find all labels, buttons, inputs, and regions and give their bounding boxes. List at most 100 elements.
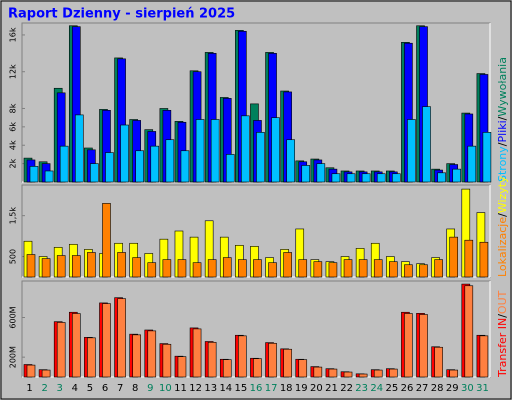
- bar: [74, 114, 84, 183]
- bar: [373, 369, 383, 378]
- legend: Transfer IN/OUT: [496, 290, 509, 378]
- bar: [238, 259, 247, 278]
- legend-entry: OUT: [496, 290, 509, 314]
- legend-sep: /: [496, 142, 509, 146]
- y-tick-label: 500: [9, 249, 18, 264]
- bar: [241, 115, 250, 183]
- y-tick-label: 8k: [9, 103, 18, 113]
- y-tick-label: 16k: [9, 27, 18, 42]
- x-tick-label: 14: [219, 383, 232, 394]
- y-tick-label: 2k: [9, 158, 18, 168]
- bar: [192, 328, 202, 378]
- x-tick-label: 20: [310, 383, 323, 394]
- bar: [389, 368, 398, 378]
- bar: [102, 303, 111, 378]
- bar: [316, 163, 326, 183]
- x-tick-label: 2: [41, 383, 47, 394]
- bar: [132, 257, 141, 278]
- bar: [195, 119, 205, 183]
- bar: [298, 259, 308, 278]
- x-tick-label: 8: [132, 383, 138, 394]
- bar: [419, 264, 428, 278]
- bar: [331, 173, 341, 183]
- bar: [71, 255, 81, 278]
- bar: [437, 172, 446, 183]
- x-tick-label: 25: [386, 383, 399, 394]
- bar: [147, 330, 157, 378]
- bar: [87, 252, 96, 278]
- y-tick-label: 1,5k: [9, 207, 18, 225]
- bar: [44, 170, 54, 183]
- legend-sep: /: [496, 213, 509, 217]
- x-tick-label: 9: [147, 383, 153, 394]
- bar: [479, 335, 489, 378]
- x-tick-label: 12: [189, 383, 202, 394]
- bar: [373, 259, 383, 278]
- bar: [419, 314, 428, 378]
- x-tick-label: 13: [204, 383, 217, 394]
- x-tick-label: 10: [159, 383, 172, 394]
- bar: [301, 165, 311, 183]
- y-tick-label: 600M: [9, 306, 18, 328]
- bar: [464, 285, 474, 378]
- x-tick-label: 21: [325, 383, 338, 394]
- x-tick-label: 16: [250, 383, 263, 394]
- bar: [283, 252, 292, 278]
- legend-sep: /: [496, 116, 509, 120]
- bar: [41, 258, 51, 278]
- bar: [105, 152, 114, 183]
- x-tick-label: 15: [235, 383, 248, 394]
- bar: [238, 335, 247, 378]
- bar: [482, 132, 492, 183]
- bar: [271, 117, 280, 183]
- legend-entry: Wizyty: [496, 176, 509, 213]
- bar: [404, 313, 413, 378]
- bar: [135, 150, 144, 183]
- bar: [117, 298, 126, 378]
- y-tick-label: 200M: [9, 346, 18, 368]
- bar: [150, 145, 160, 183]
- x-tick-label: 26: [401, 383, 414, 394]
- x-tick-label: 28: [431, 383, 444, 394]
- bar: [162, 259, 172, 278]
- bar: [286, 139, 295, 183]
- bar: [165, 139, 175, 183]
- bar: [404, 264, 413, 278]
- bar: [192, 262, 202, 278]
- x-tick-label: 3: [57, 383, 63, 394]
- bar: [434, 259, 443, 278]
- bar: [180, 150, 190, 183]
- bar: [29, 166, 39, 183]
- bar: [313, 261, 323, 278]
- bar: [467, 145, 477, 183]
- bar: [313, 366, 323, 378]
- bar: [222, 257, 232, 278]
- bar: [56, 322, 66, 378]
- bar: [328, 368, 338, 378]
- bar: [328, 262, 338, 278]
- bar: [59, 145, 69, 183]
- bar: [147, 262, 157, 278]
- x-tick-label: 18: [280, 383, 293, 394]
- bar: [449, 369, 459, 378]
- bar: [407, 119, 416, 183]
- legend: Lokalizacje/Wizyty: [496, 176, 509, 277]
- bar: [422, 106, 431, 183]
- x-tick-label: 4: [72, 383, 78, 394]
- x-tick-label: 29: [446, 383, 459, 394]
- legend-entry: Wywołania: [496, 57, 509, 117]
- bar: [346, 173, 356, 183]
- bar: [120, 124, 129, 183]
- bar: [358, 259, 368, 278]
- bar: [283, 348, 292, 378]
- bar: [207, 341, 217, 378]
- legend-entry: Lokalizacje: [496, 217, 509, 277]
- bar: [41, 369, 51, 378]
- bar: [392, 173, 401, 183]
- x-tick-label: 7: [117, 383, 123, 394]
- bar: [361, 173, 371, 183]
- bar: [71, 313, 81, 378]
- bar: [222, 359, 232, 378]
